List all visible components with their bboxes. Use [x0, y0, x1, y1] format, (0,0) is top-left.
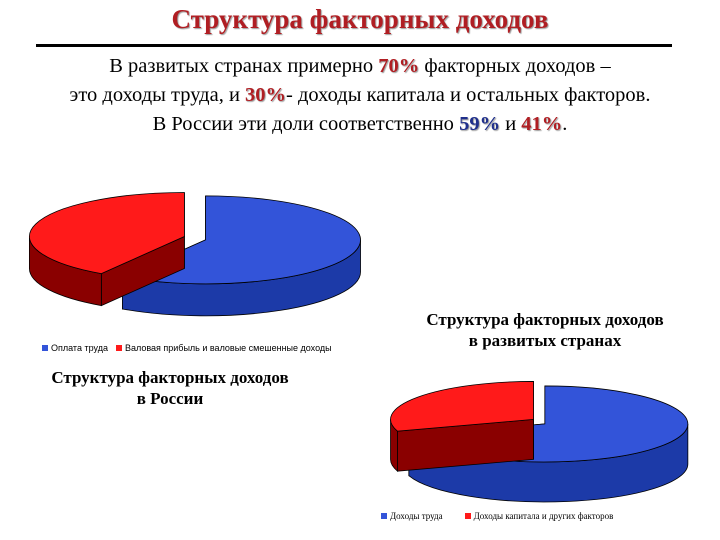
- legend-swatch: [42, 345, 48, 351]
- developed-legend-item-labor: Доходы труда: [381, 511, 443, 521]
- slide-title: Структура факторных доходов: [171, 4, 549, 34]
- developed-chart-title: Структура факторных доходов в развитых с…: [385, 309, 705, 351]
- developed-legend: Доходы труда Доходы капитала и других фа…: [381, 511, 621, 521]
- russia-chart-title-l1: Структура факторных доходов: [51, 368, 289, 387]
- russia-chart-title: Структура факторных доходов в России: [20, 367, 320, 409]
- highlight-59: 59%: [459, 113, 501, 135]
- developed-legend-item-capital: Доходы капитала и других факторов: [464, 511, 614, 521]
- russia-legend-item-labor: Оплата труда: [42, 343, 108, 353]
- developed-legend-label-labor: Доходы труда: [390, 511, 443, 521]
- russia-pie-slice-capital: [28, 192, 185, 307]
- developed-legend-label-capital: Доходы капитала и других факторов: [473, 511, 614, 521]
- legend-swatch: [464, 513, 471, 519]
- intro-text: В развитых странах примерно 70% факторны…: [0, 52, 720, 139]
- intro-line-3-end: .: [562, 113, 568, 135]
- developed-pie-chart: [390, 381, 689, 503]
- intro-line-3-mid: и: [500, 113, 522, 135]
- russia-chart-title-l2: в России: [136, 389, 204, 408]
- intro-line-3-a: В России эти доли соответственно: [152, 113, 460, 135]
- intro-line-1-a: В развитых странах примерно: [109, 55, 379, 77]
- intro-line-3: В России эти доли соответственно 59% и 4…: [0, 110, 720, 139]
- legend-swatch: [381, 513, 387, 519]
- russia-pie-slice-capital-top: [29, 192, 185, 275]
- intro-line-2-a: это доходы труда, и: [69, 84, 246, 106]
- developed-pie-slice-capital: [390, 381, 534, 473]
- highlight-70: 70%: [378, 55, 420, 77]
- intro-line-2-b: - доходы капитала и остальных факторов.: [286, 84, 651, 106]
- developed-chart-title-l2: в развитых странах: [468, 331, 622, 350]
- intro-line-1-b: факторных доходов –: [419, 55, 611, 77]
- title-underline: [36, 44, 672, 47]
- developed-chart-title-l1: Структура факторных доходов: [426, 310, 664, 329]
- russia-legend-label-labor: Оплата труда: [51, 343, 108, 353]
- highlight-41: 41%: [521, 113, 563, 135]
- legend-swatch: [115, 345, 122, 351]
- highlight-30: 30%: [245, 84, 287, 106]
- russia-pie-chart: [28, 192, 361, 317]
- russia-legend-item-capital: Валовая прибыль и валовые смешенные дохо…: [115, 343, 332, 353]
- intro-line-2: это доходы труда, и 30%- доходы капитала…: [0, 81, 720, 110]
- intro-line-1: В развитых странах примерно 70% факторны…: [0, 52, 720, 81]
- russia-legend-label-capital: Валовая прибыль и валовые смешенные дохо…: [124, 343, 332, 353]
- russia-legend: Оплата труда Валовая прибыль и валовые с…: [42, 343, 340, 353]
- developed-pie-slice-capital-top: [390, 381, 534, 432]
